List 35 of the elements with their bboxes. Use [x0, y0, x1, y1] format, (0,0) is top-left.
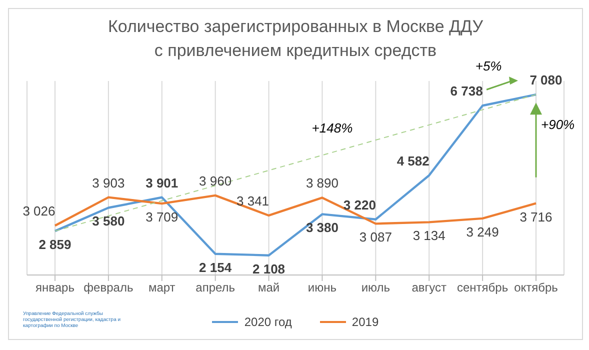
data-label: 2 859 [38, 237, 72, 252]
legend-label: 2020 год [243, 315, 292, 329]
x-tick-label: март [148, 280, 176, 295]
data-label: 3 901 [146, 175, 178, 190]
annotation: +90% [541, 116, 575, 132]
x-tick-label: июнь [308, 280, 337, 295]
data-label: 3 716 [520, 209, 552, 224]
data-label: 3 249 [466, 224, 499, 240]
data-label: 3 220 [343, 197, 376, 212]
data-label: 2 108 [252, 261, 286, 276]
data-label: 3 026 [22, 204, 56, 219]
data-label: 3 087 [359, 230, 392, 245]
data-label: 3 960 [199, 173, 232, 188]
x-tick-label: апрель [196, 280, 236, 295]
data-label: 7 080 [530, 72, 562, 88]
chart-title: Количество зарегистрированных в Москве ДДУ с привлечением кредитных средств [108, 17, 484, 60]
data-label: 3 580 [92, 214, 125, 229]
annotation: +148% [312, 120, 353, 136]
x-tick-label: август [412, 280, 448, 295]
x-tick-label: октябрь [514, 280, 558, 295]
data-label: 4 582 [396, 153, 430, 168]
x-tick-label: сентябрь [457, 280, 508, 295]
text: +5% [475, 58, 502, 74]
data-label: 3 903 [92, 175, 125, 190]
x-tick-label: май [258, 280, 280, 295]
x-tick-label: июль [361, 280, 390, 295]
data-label: 6 738 [450, 84, 483, 99]
data-label: 3 380 [306, 220, 338, 236]
data-label: 3 134 [412, 228, 446, 244]
data-label: 3 709 [146, 210, 178, 225]
x-tick-label: февраль [84, 280, 134, 295]
legend-label: 2019 [350, 315, 379, 329]
data-label: 3 890 [306, 176, 338, 191]
x-tick-label: январь [36, 280, 74, 295]
data-label: 2 154 [199, 260, 232, 275]
